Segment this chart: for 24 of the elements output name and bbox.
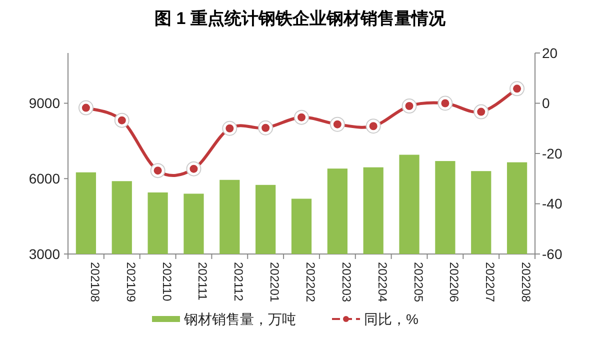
x-tick-label: 202203 xyxy=(339,262,354,302)
y2-tick-label: -20 xyxy=(542,145,562,162)
y2-tick-label: 20 xyxy=(542,44,558,61)
legend-label: 钢材销售量，万吨 xyxy=(183,311,296,327)
x-tick-label: 202205 xyxy=(411,262,426,302)
x-tick-label: 202208 xyxy=(519,262,534,302)
x-tick-label: 202109 xyxy=(124,262,138,302)
y-tick-label: 3000 xyxy=(28,246,60,262)
x-tick-label: 202110 xyxy=(160,262,174,302)
y2-tick-label: -60 xyxy=(542,246,562,262)
legend-label: 同比，% xyxy=(364,311,418,327)
x-tick-label: 202202 xyxy=(304,262,318,302)
x-tick-label: 202207 xyxy=(483,262,498,302)
x-tick-label: 202112 xyxy=(232,262,246,302)
y-tick-label: 9000 xyxy=(28,95,60,112)
x-tick-label: 202108 xyxy=(88,262,102,302)
chart-title: 图 1 重点统计钢铁企业钢材销售量情况 xyxy=(154,9,446,28)
x-tick-label: 202201 xyxy=(268,262,282,302)
y2-tick-label: -40 xyxy=(542,196,562,212)
y-tick-label: 6000 xyxy=(28,170,60,187)
x-tick-label: 202206 xyxy=(447,262,462,302)
x-tick-label: 202111 xyxy=(196,262,210,301)
y2-tick-label: 0 xyxy=(542,95,550,112)
x-tick-label: 202204 xyxy=(375,262,390,302)
